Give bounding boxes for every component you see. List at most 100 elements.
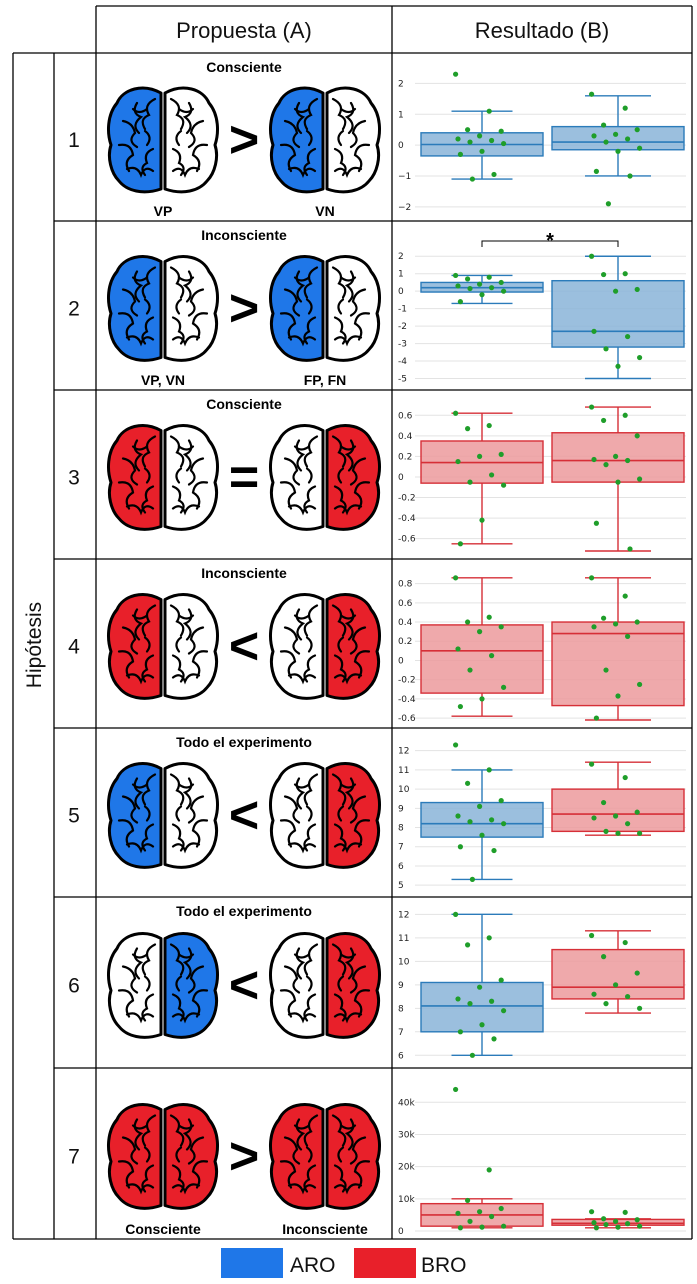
box-right	[551, 1209, 685, 1231]
data-point	[477, 133, 483, 139]
data-point	[455, 646, 461, 652]
data-point	[603, 462, 609, 468]
comparator-symbol: <	[229, 787, 259, 845]
brain-right-icon	[269, 593, 381, 700]
y-tick-label: 8	[398, 824, 404, 834]
brain-left-icon	[107, 255, 219, 362]
data-point	[455, 458, 461, 465]
data-point	[455, 1210, 461, 1216]
data-point	[613, 131, 619, 137]
data-point	[453, 742, 459, 748]
data-point	[593, 520, 600, 526]
data-point	[479, 292, 485, 298]
brain-right-icon	[269, 86, 381, 194]
comparator-symbol: >	[229, 111, 259, 169]
y-tick-label: 6	[398, 862, 404, 872]
brain-right-icon	[269, 762, 381, 869]
box-left	[420, 1086, 544, 1231]
data-point	[622, 412, 628, 418]
data-point	[634, 127, 640, 133]
data-point	[625, 993, 631, 1000]
box-left	[420, 575, 544, 717]
data-point	[467, 479, 473, 485]
data-point	[613, 453, 619, 460]
data-point	[457, 844, 463, 850]
left-brain-label: VP	[154, 203, 173, 219]
data-point	[486, 614, 492, 620]
data-point	[479, 517, 485, 523]
data-point	[467, 1001, 473, 1007]
data-point	[486, 767, 492, 773]
data-point	[591, 1220, 597, 1226]
data-point	[486, 274, 492, 280]
data-point	[465, 426, 471, 432]
data-point	[634, 619, 640, 625]
legend-label-aro: ARO	[290, 1254, 336, 1277]
y-tick-label: 0.6	[398, 411, 413, 421]
legend-swatch-bro	[354, 1248, 416, 1278]
data-point	[622, 1209, 628, 1215]
legend: ARO BRO	[221, 1248, 467, 1278]
brain-right-icon	[269, 424, 381, 531]
box-right	[551, 404, 685, 552]
data-point	[477, 453, 483, 460]
data-point	[615, 830, 621, 836]
data-point	[498, 798, 504, 804]
y-tick-label: 7	[398, 843, 404, 853]
brain-right-icon	[269, 255, 381, 362]
iqr-box	[551, 432, 685, 483]
box-left	[420, 410, 544, 547]
data-point	[489, 817, 495, 823]
data-point	[637, 145, 643, 151]
condition-caption: Inconsciente	[201, 227, 287, 243]
data-point	[477, 281, 483, 287]
y-tick-label: 11	[398, 766, 409, 776]
data-point	[615, 363, 621, 369]
iqr-box	[551, 125, 685, 151]
charts-layer: 210−1−2210-1-2-3-4-5*0.60.40.20-0.2-0.4-…	[398, 71, 686, 1237]
right-brain-label: VN	[315, 203, 334, 219]
condition-caption: Todo el experimento	[176, 903, 312, 919]
box-plot-5: 12 11 10 9 8 7 6 5	[398, 742, 686, 891]
y-tick-label: 30k	[398, 1130, 415, 1140]
data-point	[465, 942, 471, 948]
left-brain-label: Consciente	[125, 1221, 201, 1237]
data-point	[603, 1221, 609, 1228]
y-tick-label: -5	[398, 375, 407, 385]
data-point	[457, 1029, 463, 1035]
box-right	[551, 761, 685, 836]
data-point	[498, 451, 504, 457]
data-point	[601, 122, 607, 128]
data-point	[591, 133, 597, 139]
data-point	[637, 476, 643, 482]
data-point	[593, 168, 600, 174]
data-point	[637, 1223, 643, 1229]
data-point	[603, 346, 609, 352]
data-point	[465, 780, 471, 786]
data-point	[613, 982, 619, 988]
hypothesis-row-1: 1 > Consciente VP VN	[68, 59, 381, 219]
comparator-symbol: >	[229, 1128, 259, 1186]
data-point	[489, 653, 495, 659]
data-point	[457, 299, 463, 305]
y-tick-label: -0.2	[398, 494, 416, 504]
y-tick-label: 0.4	[398, 432, 413, 442]
data-point	[479, 696, 485, 702]
box-plot-7: 40k 30k 20k 10k 0	[398, 1086, 686, 1237]
data-point	[501, 684, 507, 690]
box-left	[420, 911, 544, 1058]
y-tick-label: -0.4	[398, 695, 416, 705]
data-point	[486, 1167, 492, 1173]
y-tick-label: -1	[398, 305, 407, 315]
data-point	[601, 799, 607, 806]
data-point	[603, 828, 609, 834]
data-point	[622, 271, 628, 277]
data-point	[479, 148, 485, 154]
y-tick-label: 1	[398, 110, 404, 120]
data-point	[589, 91, 595, 97]
comparator-symbol: <	[229, 618, 259, 676]
y-tick-label: 9	[398, 981, 404, 991]
box-right	[551, 930, 685, 1014]
hypothesis-row-6: 6 < Todo el experimento	[68, 903, 381, 1039]
data-point	[591, 624, 597, 630]
